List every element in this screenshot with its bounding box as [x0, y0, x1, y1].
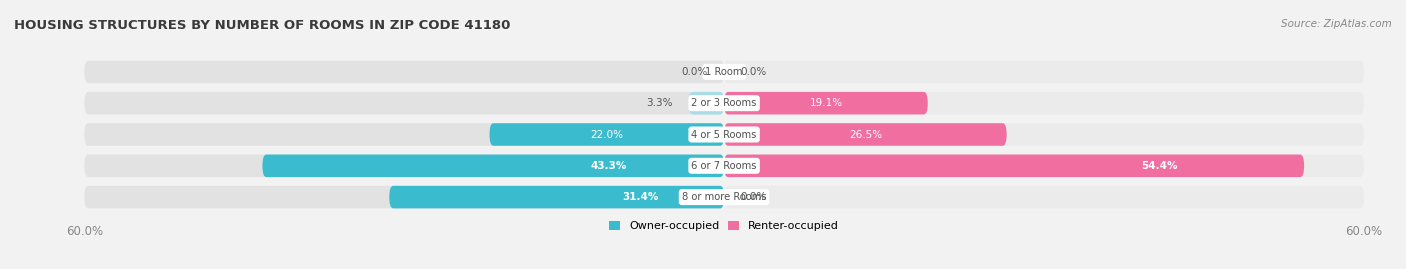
FancyBboxPatch shape	[724, 92, 1364, 115]
FancyBboxPatch shape	[84, 123, 724, 146]
Text: 0.0%: 0.0%	[682, 67, 709, 77]
Text: 1 Room: 1 Room	[706, 67, 742, 77]
Text: 4 or 5 Rooms: 4 or 5 Rooms	[692, 129, 756, 140]
Text: 43.3%: 43.3%	[591, 161, 627, 171]
Text: 54.4%: 54.4%	[1140, 161, 1177, 171]
Legend: Owner-occupied, Renter-occupied: Owner-occupied, Renter-occupied	[605, 216, 844, 236]
FancyBboxPatch shape	[84, 61, 724, 83]
Text: 0.0%: 0.0%	[740, 192, 766, 202]
FancyBboxPatch shape	[489, 123, 724, 146]
FancyBboxPatch shape	[263, 154, 724, 177]
Text: 3.3%: 3.3%	[647, 98, 673, 108]
FancyBboxPatch shape	[724, 123, 1007, 146]
FancyBboxPatch shape	[724, 154, 1364, 177]
FancyBboxPatch shape	[724, 61, 1364, 83]
Text: Source: ZipAtlas.com: Source: ZipAtlas.com	[1281, 19, 1392, 29]
Text: 6 or 7 Rooms: 6 or 7 Rooms	[692, 161, 756, 171]
Text: HOUSING STRUCTURES BY NUMBER OF ROOMS IN ZIP CODE 41180: HOUSING STRUCTURES BY NUMBER OF ROOMS IN…	[14, 19, 510, 32]
FancyBboxPatch shape	[84, 186, 724, 208]
Text: 8 or more Rooms: 8 or more Rooms	[682, 192, 766, 202]
FancyBboxPatch shape	[84, 154, 724, 177]
FancyBboxPatch shape	[724, 154, 1305, 177]
Text: 31.4%: 31.4%	[623, 192, 658, 202]
Text: 2 or 3 Rooms: 2 or 3 Rooms	[692, 98, 756, 108]
FancyBboxPatch shape	[724, 92, 928, 115]
Text: 26.5%: 26.5%	[849, 129, 882, 140]
FancyBboxPatch shape	[724, 123, 1364, 146]
Text: 19.1%: 19.1%	[810, 98, 842, 108]
FancyBboxPatch shape	[84, 92, 724, 115]
FancyBboxPatch shape	[724, 186, 1364, 208]
Text: 22.0%: 22.0%	[591, 129, 623, 140]
Text: 0.0%: 0.0%	[740, 67, 766, 77]
FancyBboxPatch shape	[689, 92, 724, 115]
FancyBboxPatch shape	[389, 186, 724, 208]
